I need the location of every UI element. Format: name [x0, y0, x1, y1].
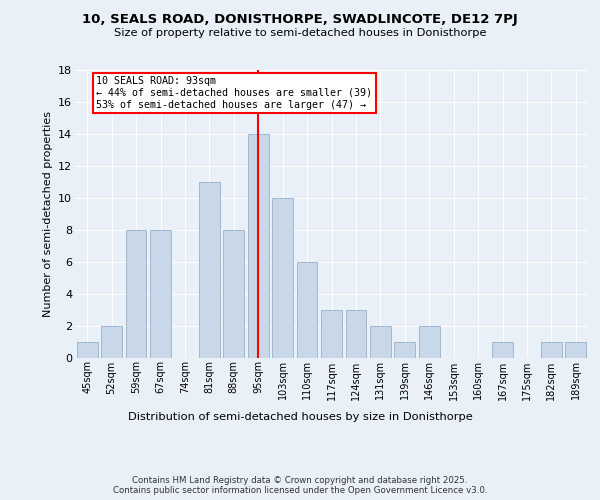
Bar	[321, 310, 342, 358]
Text: 10, SEALS ROAD, DONISTHORPE, SWADLINCOTE, DE12 7PJ: 10, SEALS ROAD, DONISTHORPE, SWADLINCOTE…	[82, 12, 518, 26]
Bar	[101, 326, 122, 358]
Bar	[565, 342, 586, 357]
Y-axis label: Number of semi-detached properties: Number of semi-detached properties	[43, 111, 53, 317]
Bar	[248, 134, 269, 358]
Bar	[394, 342, 415, 357]
Bar	[370, 326, 391, 358]
Bar	[541, 342, 562, 357]
Bar	[125, 230, 146, 358]
Text: Distribution of semi-detached houses by size in Donisthorpe: Distribution of semi-detached houses by …	[128, 412, 472, 422]
Text: Size of property relative to semi-detached houses in Donisthorpe: Size of property relative to semi-detach…	[114, 28, 486, 38]
Bar	[419, 326, 440, 358]
Bar	[492, 342, 513, 357]
Bar	[346, 310, 367, 358]
Bar	[223, 230, 244, 358]
Bar	[296, 262, 317, 358]
Bar	[150, 230, 171, 358]
Text: Contains HM Land Registry data © Crown copyright and database right 2025.
Contai: Contains HM Land Registry data © Crown c…	[113, 476, 487, 495]
Bar	[199, 182, 220, 358]
Bar	[272, 198, 293, 358]
Text: 10 SEALS ROAD: 93sqm
← 44% of semi-detached houses are smaller (39)
53% of semi-: 10 SEALS ROAD: 93sqm ← 44% of semi-detac…	[97, 76, 373, 110]
Bar	[77, 342, 98, 357]
